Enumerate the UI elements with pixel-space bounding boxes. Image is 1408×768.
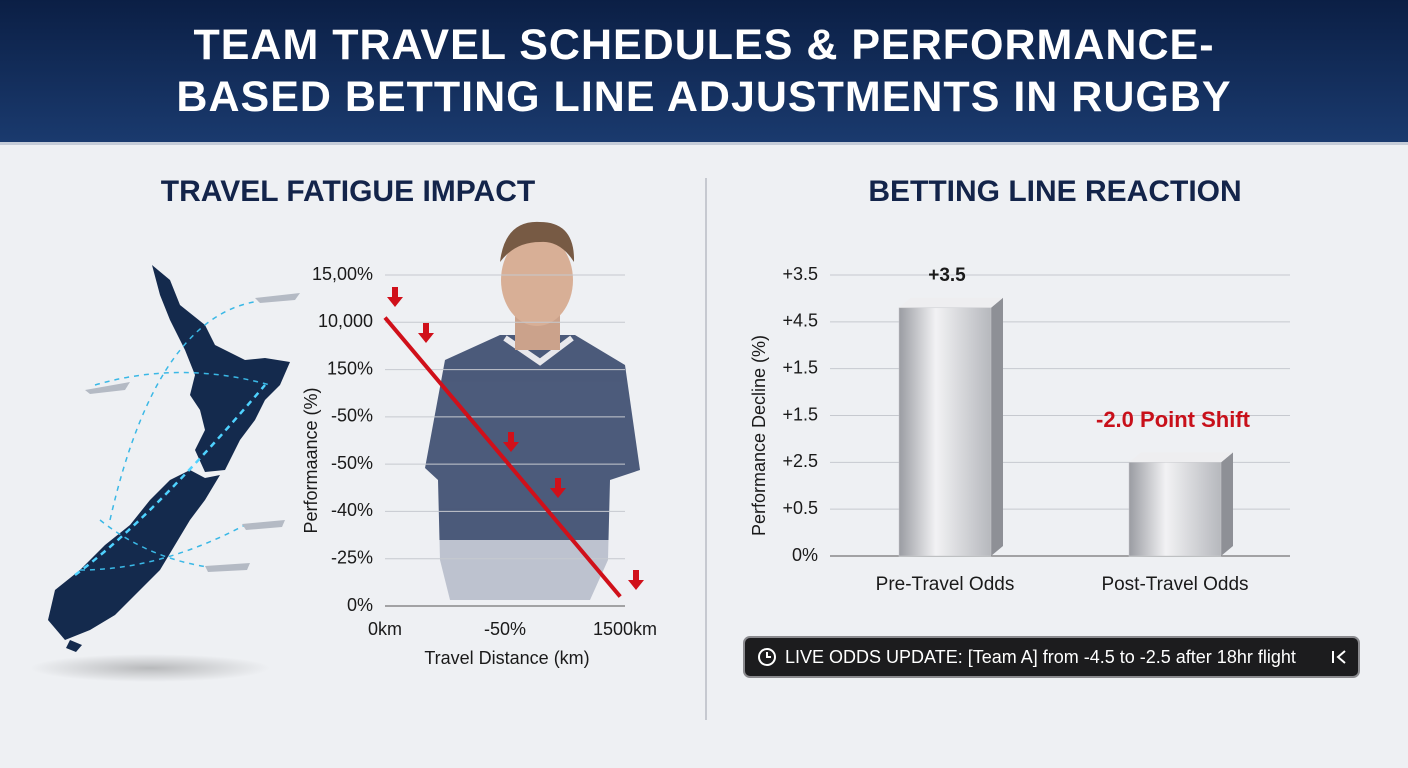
y-tick-label: -40% <box>331 500 373 520</box>
x-axis-label: Travel Distance (km) <box>424 648 589 668</box>
chart-title: BETTING LINE REACTION <box>868 175 1241 208</box>
ticker: LIVE ODDS UPDATE: [Team A] from -4.5 to … <box>743 636 1360 678</box>
y-tick-label: +3.5 <box>782 264 818 284</box>
y-tick-label: +2.5 <box>782 451 818 471</box>
annotation: +3.5 <box>928 265 966 286</box>
map <box>30 265 300 682</box>
header: TEAM TRAVEL SCHEDULES & PERFORMANCE-BASE… <box>0 0 1408 145</box>
y-tick-label: 0% <box>792 545 818 565</box>
y-tick-label: 0% <box>347 595 373 615</box>
bar <box>898 307 992 557</box>
bar-side <box>991 297 1003 556</box>
x-tick-label: Post-Travel Odds <box>1101 574 1248 595</box>
annotation: -2.0 Point Shift <box>1096 407 1251 432</box>
y-tick-label: -25% <box>331 547 373 567</box>
y-tick-label: 15,00% <box>312 264 373 284</box>
y-tick-label: -50% <box>331 453 373 473</box>
y-tick-label: -50% <box>331 406 373 426</box>
x-tick-label: 0km <box>368 619 402 639</box>
x-tick-label: Pre-Travel Odds <box>876 574 1015 595</box>
player-photo <box>420 221 660 610</box>
bar-top <box>1129 452 1233 463</box>
y-tick-label: +1.5 <box>782 404 818 424</box>
y-tick-label: 10,000 <box>318 311 373 331</box>
y-tick-label: +1.5 <box>782 357 818 377</box>
bar-side <box>1221 452 1233 556</box>
y-axis-label: Performaance (%) <box>301 387 321 533</box>
y-axis-label: Performance Decline (%) <box>749 335 769 536</box>
x-tick-label: -50% <box>484 619 526 639</box>
page-title: TEAM TRAVEL SCHEDULES & PERFORMANCE-BASE… <box>176 21 1232 121</box>
chart-title: TRAVEL FATIGUE IMPACT <box>161 175 535 208</box>
x-tick-label: 1500km <box>593 619 657 639</box>
y-tick-label: +0.5 <box>782 498 818 518</box>
y-tick-label: +4.5 <box>782 311 818 331</box>
trend-arrows <box>387 287 644 590</box>
ticker-text: LIVE ODDS UPDATE: [Team A] from -4.5 to … <box>785 647 1296 667</box>
trend-line <box>383 316 622 598</box>
bar-top <box>899 297 1003 308</box>
bar <box>1128 462 1222 557</box>
y-tick-label: 150% <box>327 358 373 378</box>
